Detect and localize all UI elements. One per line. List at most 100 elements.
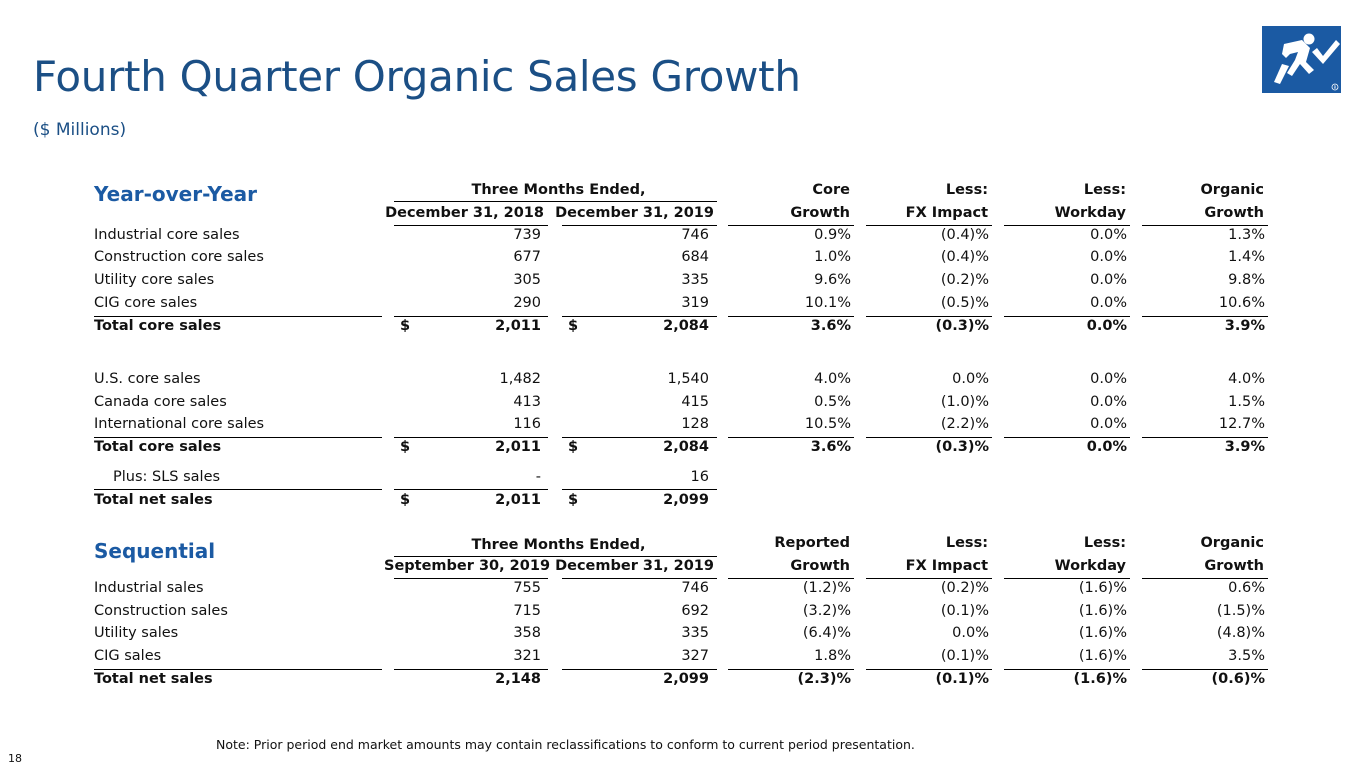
cell-v1: 290: [513, 295, 541, 311]
cell-org: (0.6)%: [1211, 671, 1265, 687]
cell-v1: 321: [513, 648, 541, 664]
cell-v2: 1,540: [667, 371, 709, 387]
cell-fx: (0.3)%: [935, 439, 989, 455]
running-man-checkmark-icon: R: [1274, 33, 1340, 91]
subtotal-rule: [94, 489, 382, 490]
cell-wd: (1.6)%: [1078, 625, 1127, 641]
total-rule: [728, 316, 854, 317]
cell-wd: 0.0%: [1090, 227, 1127, 243]
cell-wd: 0.0%: [1090, 249, 1127, 265]
cell-fx: 0.0%: [952, 371, 989, 387]
cell-g: 0.9%: [814, 227, 851, 243]
seq-col6-rule: [1142, 578, 1268, 579]
total-rule: [394, 669, 548, 670]
currency-symbol: $: [568, 439, 579, 455]
cell-v2: 2,099: [663, 492, 709, 508]
cell-org: 4.0%: [1228, 371, 1265, 387]
row-label: CIG sales: [94, 648, 162, 664]
currency-symbol: $: [400, 318, 411, 334]
cell-fx: (0.1)%: [940, 603, 989, 619]
total-rule: [394, 316, 548, 317]
total-rule: [394, 437, 548, 438]
cell-g: 1.0%: [814, 249, 851, 265]
company-logo: R: [1262, 26, 1341, 93]
cell-v2: 2,084: [663, 439, 709, 455]
row-label: CIG core sales: [94, 295, 198, 311]
seq-col6-header-bottom: Growth: [1204, 558, 1264, 574]
yoy-col2-header: December 31, 2019: [555, 205, 714, 221]
cell-v2: 327: [681, 648, 709, 664]
total-rule: [1142, 316, 1268, 317]
cell-g: 0.5%: [814, 394, 851, 410]
row-label: Construction core sales: [94, 249, 264, 265]
cell-g: 10.5%: [804, 416, 851, 432]
cell-v1: 2,011: [495, 492, 541, 508]
cell-org: 1.5%: [1228, 394, 1265, 410]
cell-wd: 0.0%: [1090, 371, 1127, 387]
cell-v1: 413: [513, 394, 541, 410]
cell-v1: 755: [513, 580, 541, 596]
row-label: Canada core sales: [94, 394, 227, 410]
cell-org: (1.5)%: [1216, 603, 1265, 619]
seq-col4-rule: [866, 578, 992, 579]
cell-org: (4.8)%: [1216, 625, 1265, 641]
cell-v1: 1,482: [499, 371, 541, 387]
cell-g: 3.6%: [810, 439, 851, 455]
seq-col4-header-bottom: FX Impact: [905, 558, 988, 574]
cell-g: 4.0%: [814, 371, 851, 387]
seq-col2-rule: [562, 578, 717, 579]
total-rule: [866, 437, 992, 438]
cell-org: 12.7%: [1218, 416, 1265, 432]
total-rule: [1004, 437, 1130, 438]
cell-v1: 739: [513, 227, 541, 243]
cell-fx: (0.2)%: [940, 272, 989, 288]
currency-symbol: $: [400, 492, 411, 508]
seq-section-title: Sequential: [94, 539, 216, 563]
cell-fx: (0.4)%: [940, 249, 989, 265]
seq-col3-rule: [728, 578, 854, 579]
yoy-col4-header-top: Less:: [945, 182, 988, 198]
seq-col6-header-top: Organic: [1200, 535, 1264, 551]
cell-org: 9.8%: [1228, 272, 1265, 288]
currency-symbol: $: [568, 492, 579, 508]
row-label: Total net sales: [94, 671, 213, 687]
cell-v2: 746: [681, 580, 709, 596]
cell-v2: 319: [681, 295, 709, 311]
cell-g: (1.2)%: [802, 580, 851, 596]
cell-org: 1.3%: [1228, 227, 1265, 243]
row-label: Total core sales: [94, 439, 222, 455]
yoy-col6-header-bottom: Growth: [1204, 205, 1264, 221]
yoy-col6-header-top: Organic: [1200, 182, 1264, 198]
cell-fx: (0.4)%: [940, 227, 989, 243]
cell-v1: 2,148: [495, 671, 541, 687]
yoy-col6-rule: [1142, 225, 1268, 226]
yoy-col4-rule: [866, 225, 992, 226]
total-rule: [1142, 669, 1268, 670]
cell-fx: (2.2)%: [940, 416, 989, 432]
yoy-col1-header: December 31, 2018: [385, 205, 544, 221]
cell-wd: 0.0%: [1086, 318, 1127, 334]
currency-symbol: $: [400, 439, 411, 455]
total-rule: [1142, 437, 1268, 438]
seq-col3-header-top: Reported: [774, 535, 850, 551]
cell-v1: 677: [513, 249, 541, 265]
cell-fx: (0.3)%: [935, 318, 989, 334]
seq-col5-rule: [1004, 578, 1130, 579]
cell-g: (6.4)%: [802, 625, 851, 641]
cell-wd: 0.0%: [1090, 272, 1127, 288]
seq-col5-header-top: Less:: [1083, 535, 1126, 551]
page-number: 18: [8, 752, 22, 765]
cell-wd: (1.6)%: [1078, 603, 1127, 619]
cell-v2: 746: [681, 227, 709, 243]
cell-v2: 335: [681, 272, 709, 288]
cell-org: 3.9%: [1224, 318, 1265, 334]
cell-fx: (0.1)%: [935, 671, 989, 687]
yoy-col5-header-bottom: Workday: [1054, 205, 1126, 221]
row-label: International core sales: [94, 416, 265, 432]
cell-g: 10.1%: [804, 295, 851, 311]
seq-group-header: Three Months Ended,: [471, 537, 646, 553]
cell-fx: (0.2)%: [940, 580, 989, 596]
yoy-col2-rule: [562, 225, 717, 226]
yoy-col3-rule: [728, 225, 854, 226]
row-label: Plus: SLS sales: [113, 469, 221, 485]
